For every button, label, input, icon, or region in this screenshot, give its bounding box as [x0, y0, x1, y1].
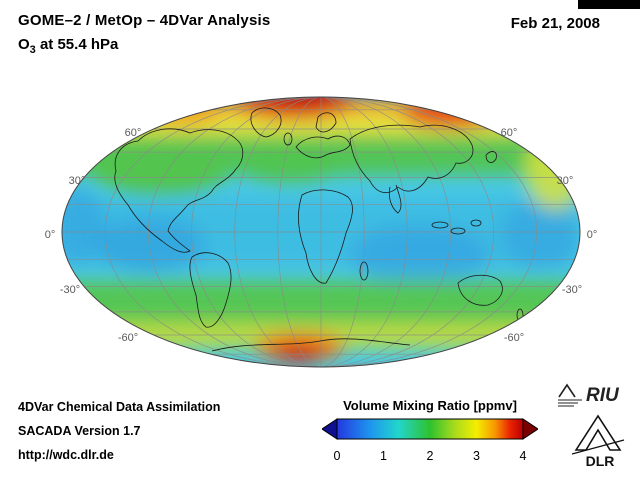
lat-label-left-30: 30° [69, 175, 86, 187]
colorbar-right-arrow [522, 418, 539, 440]
latitude-labels: 60° 30° 0° -30° -60° 60° 30° 0° -30° -60… [45, 127, 598, 344]
lat-label-left-0: 0° [45, 229, 56, 241]
coast-britain [283, 132, 293, 146]
colorbar-body [336, 418, 524, 440]
lat-label-right-30: 30° [557, 175, 574, 187]
title-block: GOME–2 / MetOp – 4DVar Analysis O3 at 55… [18, 12, 270, 56]
lat-label-right-60: 60° [501, 127, 518, 139]
colorbar-tick-4: 4 [519, 449, 527, 463]
coast-philippines [470, 219, 482, 227]
lat-label-right-0: 0° [587, 229, 598, 241]
coast-scandinavia [315, 112, 337, 133]
footer-line-assimilation: 4DVar Chemical Data Assimilation [18, 400, 221, 414]
coast-south-america [189, 252, 232, 328]
top-right-black-bar [578, 0, 640, 9]
lat-label-right-m30: -30° [562, 284, 582, 296]
subtitle-rest: at 55.4 hPa [35, 36, 119, 53]
coast-europe [295, 135, 351, 159]
footer-line-version: SACADA Version 1.7 [18, 424, 141, 438]
coast-greenland [250, 107, 282, 138]
dlr-logo-text: DLR [586, 453, 615, 468]
colorbar-tick-2: 2 [426, 449, 434, 463]
colorbar-label: Volume Mixing Ratio [ppmv] [343, 398, 517, 413]
date-label: Feb 21, 2008 [510, 15, 600, 32]
coast-indonesia-2 [450, 227, 466, 235]
coast-africa [298, 189, 353, 284]
colorbar-tick-3: 3 [473, 449, 480, 463]
plot-subtitle: O3 at 55.4 hPa [18, 36, 270, 56]
lat-label-left-60: 60° [125, 127, 142, 139]
coast-antarctica [211, 338, 411, 352]
coast-india [388, 184, 402, 214]
coast-japan [485, 151, 497, 163]
colorbar-tick-0: 0 [333, 449, 341, 463]
species-subscript: 3 [29, 44, 36, 56]
colorbar-ticks: 0 1 2 3 4 [322, 449, 538, 464]
footer-line-url: http://wdc.dlr.de [18, 448, 114, 462]
riu-logo: RIU [556, 380, 634, 413]
coast-australia [457, 274, 503, 306]
colorbar: Volume Mixing Ratio [ppmv] [321, 398, 539, 464]
coast-asia [349, 124, 474, 194]
plot-title: GOME–2 / MetOp – 4DVar Analysis [18, 12, 271, 29]
coast-indonesia-1 [431, 221, 449, 229]
dlr-logo: DLR [570, 410, 634, 473]
coast-north-america [114, 128, 244, 253]
dlr-logo-icon: DLR [571, 414, 625, 469]
lat-label-left-m60: -60° [118, 332, 138, 344]
riu-logo-text: RIU [586, 385, 620, 406]
riu-logo-icon: RIU [558, 383, 620, 407]
colorbar-gradient [321, 418, 539, 440]
world-map-mollweide: 60° 30° 0° -30° -60° 60° 30° 0° -30° -60… [45, 96, 598, 368]
map-boundary [61, 96, 581, 368]
coast-madagascar [359, 261, 369, 281]
species-symbol: O [18, 36, 30, 53]
lat-label-right-m60: -60° [504, 332, 524, 344]
colorbar-tick-1: 1 [380, 449, 387, 463]
colorbar-left-arrow [321, 418, 338, 440]
footer-text-block: 4DVar Chemical Data Assimilation SACADA … [18, 395, 220, 467]
lat-label-left-m30: -30° [60, 284, 80, 296]
